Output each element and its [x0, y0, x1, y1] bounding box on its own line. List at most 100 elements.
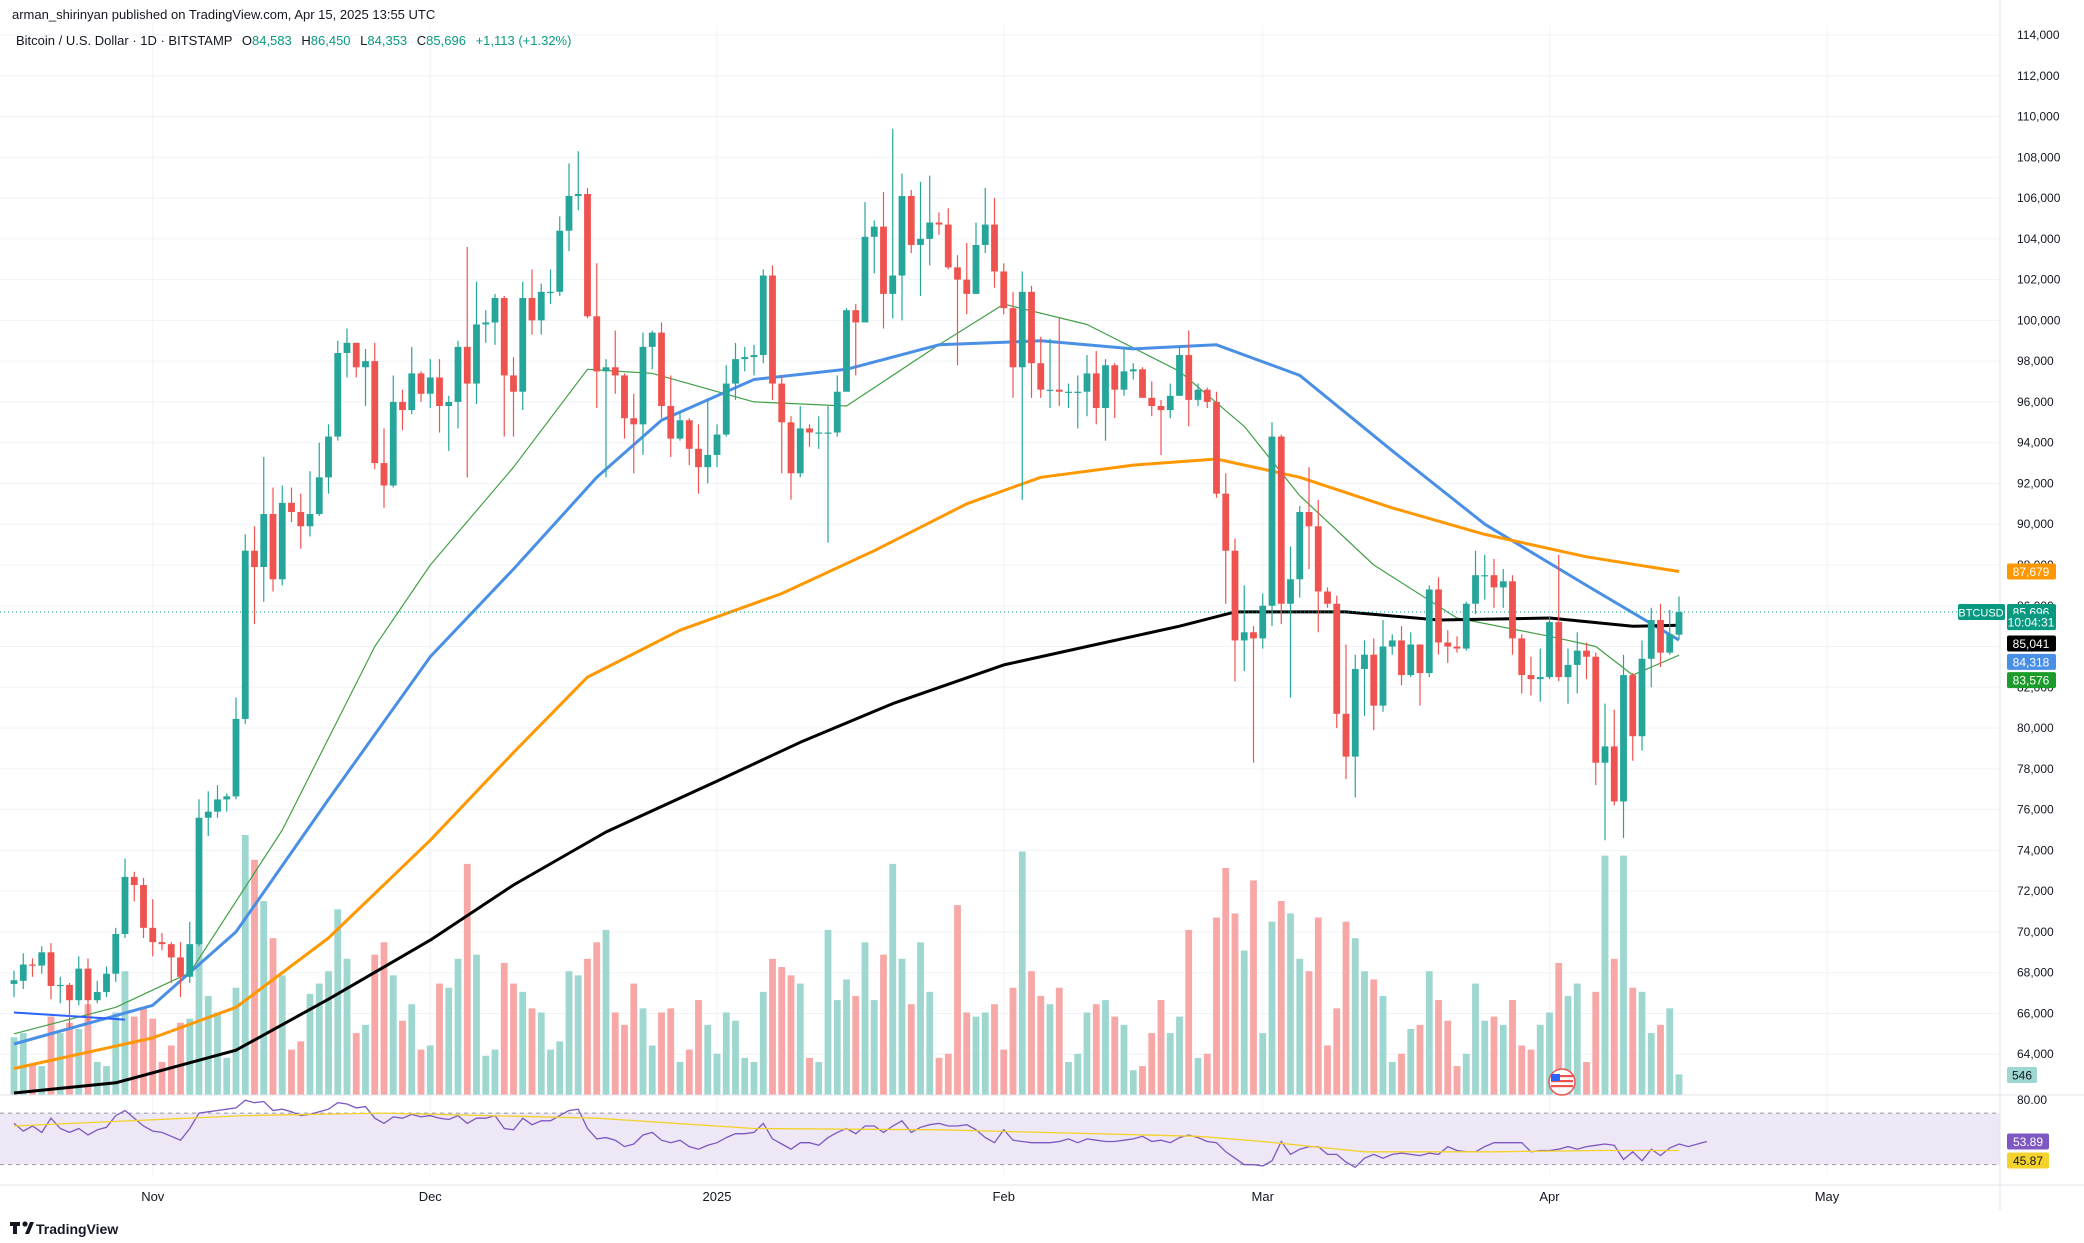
candle-body[interactable]	[1000, 271, 1008, 309]
candle-body[interactable]	[806, 428, 813, 433]
candle-body[interactable]	[741, 357, 749, 360]
candle-body[interactable]	[519, 297, 527, 392]
candle-body[interactable]	[84, 968, 92, 1001]
candle-body[interactable]	[260, 514, 268, 568]
candle-body[interactable]	[1555, 622, 1563, 678]
candle-body[interactable]	[417, 373, 425, 394]
candle-body[interactable]	[954, 267, 961, 280]
time-axis[interactable]: NovDec2025FebMarAprMayJun	[141, 1189, 2084, 1204]
candle-body[interactable]	[1240, 632, 1248, 641]
candle-body[interactable]	[704, 454, 712, 468]
candle-body[interactable]	[1083, 373, 1091, 392]
candle-body[interactable]	[1074, 391, 1082, 393]
candle-body[interactable]	[112, 933, 120, 974]
candle-body[interactable]	[1490, 575, 1498, 588]
candle-body[interactable]	[658, 332, 665, 406]
candle-body[interactable]	[584, 194, 591, 317]
candle-body[interactable]	[297, 512, 305, 527]
candle-body[interactable]	[149, 927, 157, 943]
candle-body[interactable]	[214, 799, 221, 812]
candle-body[interactable]	[426, 377, 434, 394]
candle-body[interactable]	[676, 420, 684, 439]
candle-body[interactable]	[204, 811, 212, 818]
candle-body[interactable]	[121, 876, 129, 934]
candle-body[interactable]	[991, 224, 998, 272]
candle-body[interactable]	[93, 992, 101, 1001]
candlesticks[interactable]	[10, 128, 1683, 1028]
candle-body[interactable]	[1314, 526, 1322, 592]
candle-body[interactable]	[103, 973, 110, 993]
candle-body[interactable]	[1647, 620, 1655, 659]
candle-body[interactable]	[574, 194, 582, 197]
candle-body[interactable]	[972, 244, 980, 294]
candle-body[interactable]	[1675, 611, 1683, 635]
candle-body[interactable]	[917, 238, 924, 245]
candle-body[interactable]	[1203, 389, 1211, 402]
candle-body[interactable]	[630, 418, 638, 425]
candle-body[interactable]	[861, 236, 869, 323]
candle-body[interactable]	[639, 346, 647, 425]
candle-body[interactable]	[1065, 391, 1072, 393]
candle-body[interactable]	[1342, 713, 1350, 757]
candle-body[interactable]	[1453, 646, 1461, 649]
candle-body[interactable]	[1379, 646, 1387, 706]
candle-body[interactable]	[463, 346, 471, 384]
candle-body[interactable]	[288, 502, 295, 512]
candle-body[interactable]	[130, 876, 138, 886]
candle-body[interactable]	[1629, 675, 1637, 737]
candle-body[interactable]	[1657, 620, 1664, 653]
candle-body[interactable]	[1638, 658, 1646, 737]
candle-body[interactable]	[1296, 512, 1304, 580]
candle-body[interactable]	[399, 401, 406, 411]
candle-body[interactable]	[528, 297, 536, 321]
candle-body[interactable]	[1333, 603, 1341, 714]
candle-body[interactable]	[1166, 395, 1174, 411]
candle-body[interactable]	[380, 463, 388, 486]
candle-body[interactable]	[611, 367, 619, 376]
candle-body[interactable]	[537, 291, 545, 321]
candle-body[interactable]	[167, 944, 175, 958]
candle-body[interactable]	[186, 944, 194, 977]
candle-body[interactable]	[1111, 365, 1119, 390]
candle-body[interactable]	[343, 342, 351, 353]
candle-body[interactable]	[1407, 644, 1415, 676]
candle-body[interactable]	[907, 196, 915, 245]
candle-body[interactable]	[371, 361, 379, 464]
candle-body[interactable]	[722, 383, 730, 435]
candle-body[interactable]	[1277, 436, 1285, 604]
candle-body[interactable]	[778, 383, 786, 423]
candle-body[interactable]	[454, 346, 462, 402]
candle-body[interactable]	[352, 342, 360, 368]
candle-body[interactable]	[889, 275, 897, 294]
candle-body[interactable]	[140, 885, 147, 928]
candle-body[interactable]	[491, 297, 499, 323]
candle-body[interactable]	[66, 984, 73, 1001]
candle-body[interactable]	[1055, 389, 1063, 392]
candle-body[interactable]	[870, 226, 878, 237]
candle-body[interactable]	[232, 718, 240, 797]
candle-body[interactable]	[1509, 581, 1516, 639]
candle-body[interactable]	[1222, 493, 1230, 551]
candle-body[interactable]	[1157, 406, 1165, 411]
candle-body[interactable]	[648, 332, 656, 347]
candle-body[interactable]	[445, 401, 453, 406]
candle-body[interactable]	[482, 322, 490, 325]
candle-body[interactable]	[1194, 389, 1202, 400]
candle-body[interactable]	[1148, 397, 1156, 406]
candle-body[interactable]	[158, 942, 166, 945]
candle-body[interactable]	[1518, 638, 1526, 676]
candle-body[interactable]	[1499, 581, 1507, 588]
candle-body[interactable]	[1472, 575, 1479, 604]
candle-body[interactable]	[1037, 363, 1045, 390]
candle-body[interactable]	[602, 367, 610, 372]
candle-body[interactable]	[38, 952, 46, 966]
candle-body[interactable]	[436, 377, 443, 406]
candle-body[interactable]	[750, 355, 758, 358]
candle-body[interactable]	[315, 477, 323, 515]
candle-body[interactable]	[1546, 622, 1553, 678]
candle-body[interactable]	[1592, 656, 1600, 763]
candle-body[interactable]	[685, 420, 693, 449]
candle-body[interactable]	[1462, 603, 1470, 649]
candle-body[interactable]	[1324, 591, 1331, 604]
candle-body[interactable]	[565, 196, 573, 231]
